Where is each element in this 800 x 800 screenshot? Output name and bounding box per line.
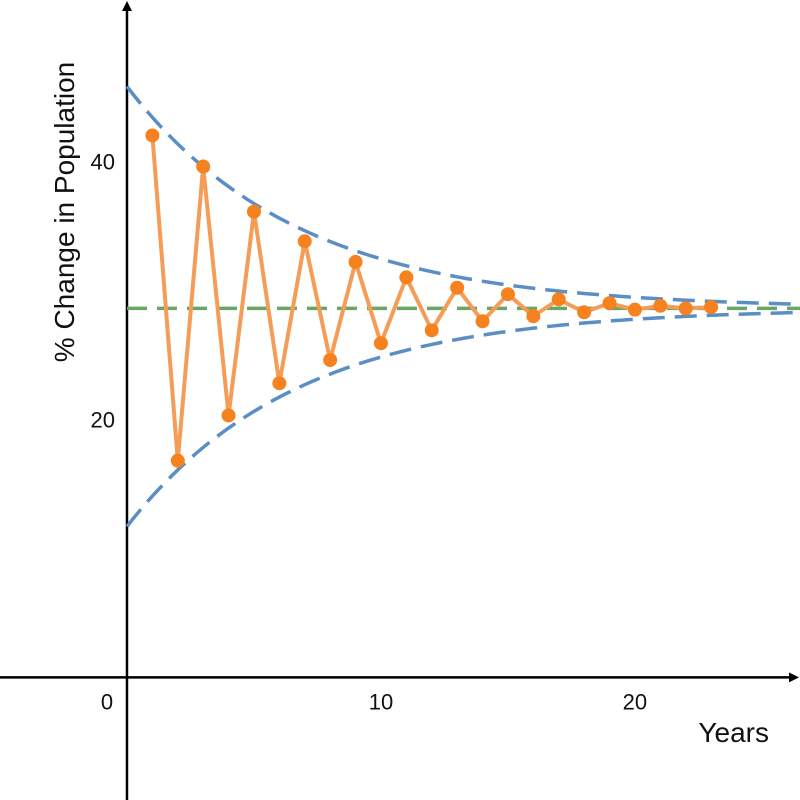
upper-envelope-curve — [125, 85, 800, 306]
data-point — [704, 300, 719, 315]
y-axis-title: % Change in Population — [49, 62, 80, 362]
data-point — [627, 302, 642, 317]
origin-label: 0 — [101, 689, 113, 714]
data-point — [500, 287, 515, 302]
data-point — [678, 301, 693, 316]
x-tick-label: 20 — [623, 689, 647, 714]
data-point — [170, 453, 185, 468]
data-point — [602, 296, 617, 311]
x-axis-title: Years — [698, 717, 769, 748]
data-point — [653, 298, 668, 313]
data-point — [246, 204, 261, 219]
data-point — [373, 336, 388, 351]
lower-envelope-curve — [125, 310, 800, 528]
data-point — [424, 323, 439, 338]
data-point — [145, 128, 160, 143]
data-point — [196, 159, 211, 174]
data-point — [297, 234, 312, 249]
y-tick-label: 40 — [90, 149, 114, 174]
x-tick-label: 10 — [369, 689, 393, 714]
data-point — [526, 309, 541, 324]
data-point — [577, 305, 592, 320]
data-point — [399, 270, 414, 285]
data-point — [450, 280, 465, 295]
data-point — [272, 376, 287, 391]
y-tick-label: 20 — [90, 407, 114, 432]
data-point — [323, 353, 338, 367]
data-point — [348, 254, 363, 269]
data-point — [475, 314, 490, 329]
data-point — [551, 292, 566, 307]
data-point — [221, 408, 236, 423]
